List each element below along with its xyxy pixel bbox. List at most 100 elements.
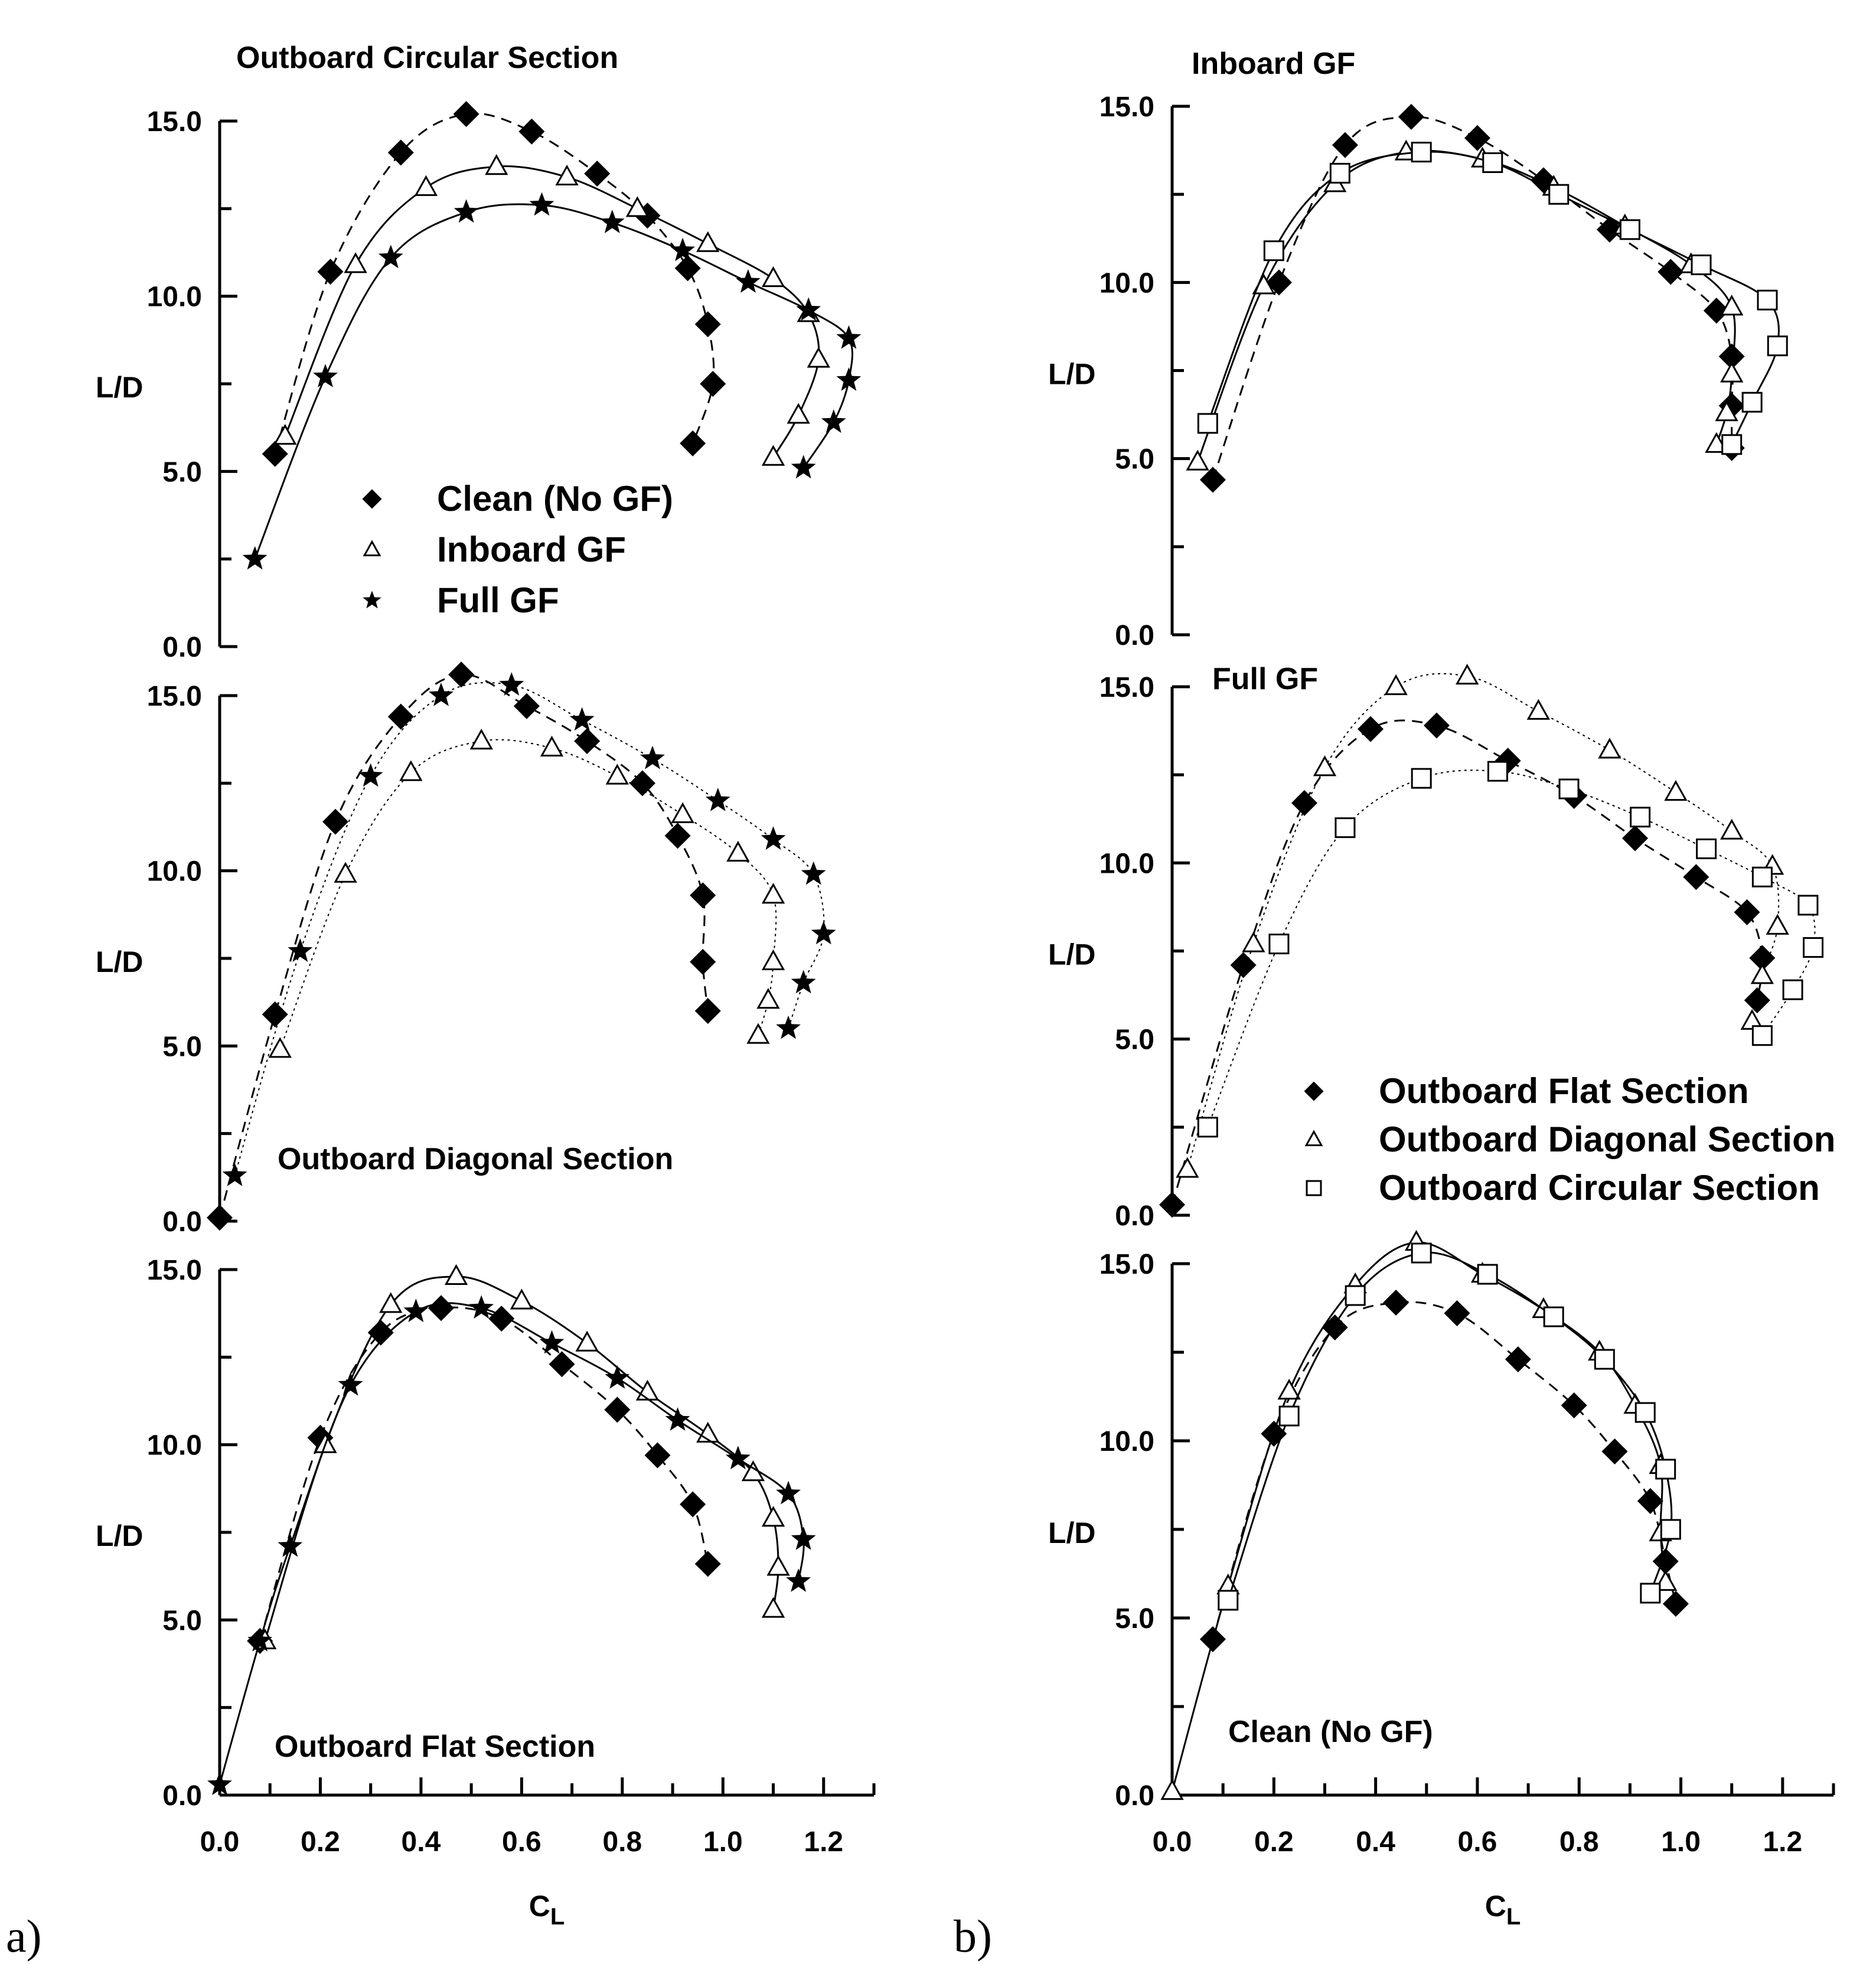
data-point [262,441,288,467]
y-tick-label: 10.0 [1100,848,1154,879]
data-point [1655,1459,1676,1480]
data-point [787,403,810,424]
data-point [1619,219,1640,240]
data-point [761,949,785,971]
data-point [1456,664,1479,685]
x-tick-label: 0.8 [1559,1826,1599,1858]
legend-marker [362,489,382,509]
data-point [207,1771,232,1795]
data-point [1398,103,1424,130]
x-axis-label: CL [1485,1890,1521,1930]
y-tick-label: 0.0 [1115,620,1154,651]
data-point [1230,952,1257,978]
data-point [1715,400,1738,422]
data-point [1383,1290,1410,1316]
data-point [379,1292,403,1313]
data-point [403,1299,429,1322]
data-point [1734,899,1760,925]
data-point [756,988,780,1009]
chart-title: Clean (No GF) [1228,1715,1433,1749]
chart-b-mid: 0.0 5.0 10.0 15.0 L/D Full GF Outboard Flat Se… [1048,662,1835,1232]
data-point [1526,699,1550,720]
data-point [1744,987,1770,1014]
data-point [1464,125,1490,151]
y-tick-label: 0.0 [162,1780,202,1812]
data-point [696,231,720,252]
data-point [670,237,695,262]
data-point [444,1264,468,1285]
data-point [378,244,403,269]
data-point [1720,295,1744,316]
data-point [674,255,701,282]
data-point [807,347,830,368]
y-tick-label: 0.0 [1115,1200,1154,1232]
data-point [694,1551,721,1577]
y-tick-label: 15.0 [1100,92,1154,123]
y-tick-label: 10.0 [147,856,202,888]
data-point [1411,142,1432,163]
data-point [1751,866,1773,888]
y-tick-label: 15.0 [1100,1249,1154,1280]
data-point [510,1288,534,1310]
data-point [761,883,785,904]
data-point [273,423,297,445]
data-point [344,252,367,273]
data-point [761,445,785,466]
data-point [247,1627,273,1652]
legend-marker [363,540,381,556]
x-axis-label: CL [529,1890,565,1930]
data-point [1720,818,1744,840]
series-line [218,1302,805,1785]
x-tick-label: 1.0 [703,1826,743,1858]
data-point [1691,255,1712,275]
data-point [317,259,344,285]
series-line [1207,769,1816,1128]
data-point [801,861,826,885]
data-point [629,770,655,797]
data-point [1634,1402,1656,1423]
data-point [1313,755,1337,777]
data-point [796,297,821,321]
data-point [1658,259,1684,285]
data-point [529,192,554,216]
data-point [690,948,716,975]
data-point [499,672,524,696]
data-point [1197,413,1218,434]
data-point [1487,761,1508,782]
data-point [1558,778,1580,800]
data-point [836,367,862,391]
data-point [453,101,479,128]
data-point [599,210,625,233]
y-tick-label: 5.0 [1115,1025,1154,1056]
data-point [1757,289,1778,311]
data-point [584,161,611,187]
y-tick-label: 0.0 [1115,1780,1154,1812]
data-point [604,1397,631,1423]
data-point [1242,931,1265,952]
data-point [1265,269,1292,296]
data-point [726,1446,751,1470]
data-point [278,1533,303,1557]
data-point [694,998,721,1024]
data-point [1662,1591,1689,1617]
x-tick-label: 1.2 [1763,1826,1802,1858]
data-point [1782,979,1803,1000]
series-line [254,203,853,560]
data-point [1741,392,1763,413]
panel-letter-b: b) [954,1910,992,1962]
series-line [234,682,825,1176]
data-point [367,1319,394,1346]
x-tick-label: 0.2 [1254,1826,1294,1858]
data-point [322,808,349,835]
data-point [485,154,508,175]
data-point [1160,1779,1184,1800]
data-point [268,1037,292,1058]
y-tick-label: 15.0 [147,106,202,138]
y-tick-label: 5.0 [162,1031,202,1062]
data-point [690,882,716,909]
y-axis-label: L/D [96,371,143,404]
data-point [700,371,726,397]
data-point [1218,1590,1239,1611]
data-point [761,826,786,850]
